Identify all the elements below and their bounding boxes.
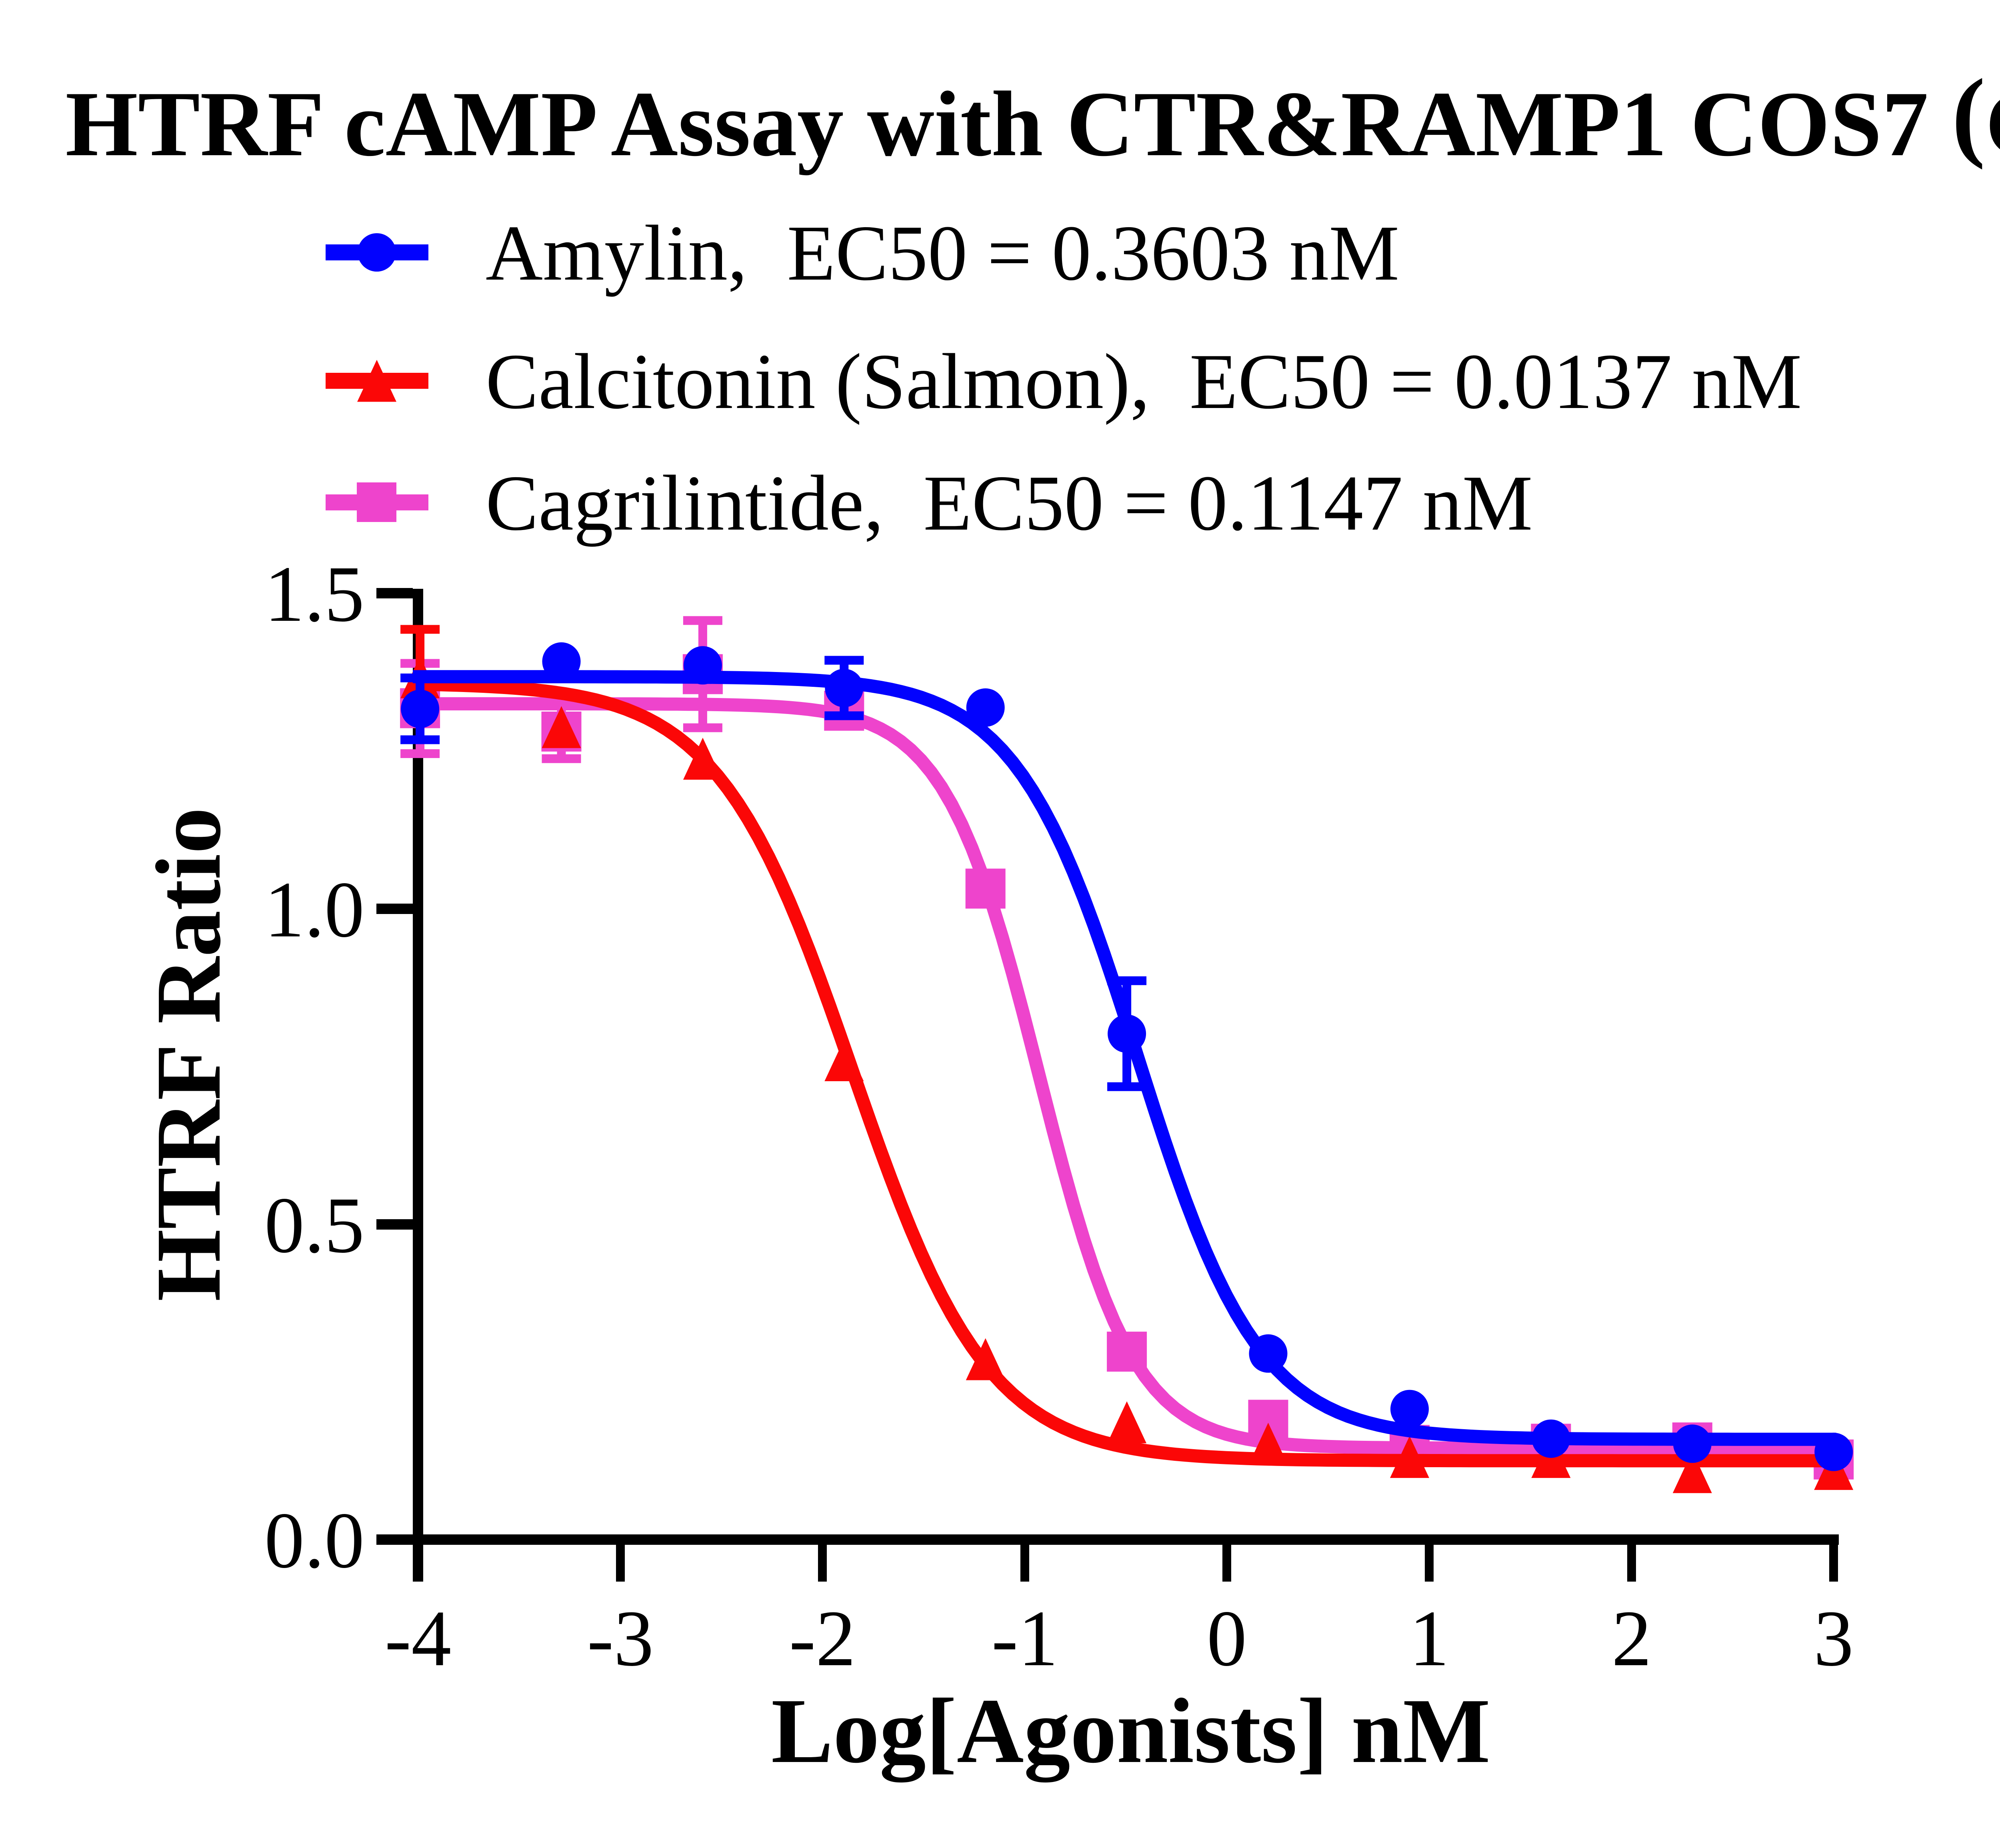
svg-text:3: 3: [1814, 1594, 1854, 1683]
svg-text:Cagrilintide, EC50 = 0.1147 n: Cagrilintide, EC50 = 0.1147 nM: [486, 459, 1533, 547]
svg-text:HTRF cAMP Assay with CTR&RAMP1: HTRF cAMP Assay with CTR&RAMP1 COS7 (C34…: [65, 58, 2000, 176]
svg-text:-3: -3: [587, 1594, 654, 1683]
svg-text:1.0: 1.0: [264, 866, 364, 954]
svg-text:Calcitonin (Salmon), EC50 = 0: Calcitonin (Salmon), EC50 = 0.0137 nM: [486, 338, 1802, 425]
svg-text:Amylin, EC50 = 0.3603 nM: Amylin, EC50 = 0.3603 nM: [486, 209, 1399, 297]
svg-text:1: 1: [1409, 1594, 1449, 1683]
svg-text:-1: -1: [992, 1594, 1058, 1683]
svg-text:1.5: 1.5: [264, 550, 364, 638]
svg-text:-2: -2: [789, 1594, 856, 1683]
svg-text:0.0: 0.0: [264, 1496, 364, 1585]
svg-text:0.5: 0.5: [264, 1181, 364, 1270]
svg-text:-4: -4: [385, 1594, 452, 1683]
svg-text:Log[Agonists] nM: Log[Agonists] nM: [771, 1680, 1490, 1782]
svg-text:0: 0: [1207, 1594, 1247, 1683]
svg-text:2: 2: [1612, 1594, 1652, 1683]
svg-text:HTRF Ratio: HTRF Ratio: [137, 807, 240, 1301]
